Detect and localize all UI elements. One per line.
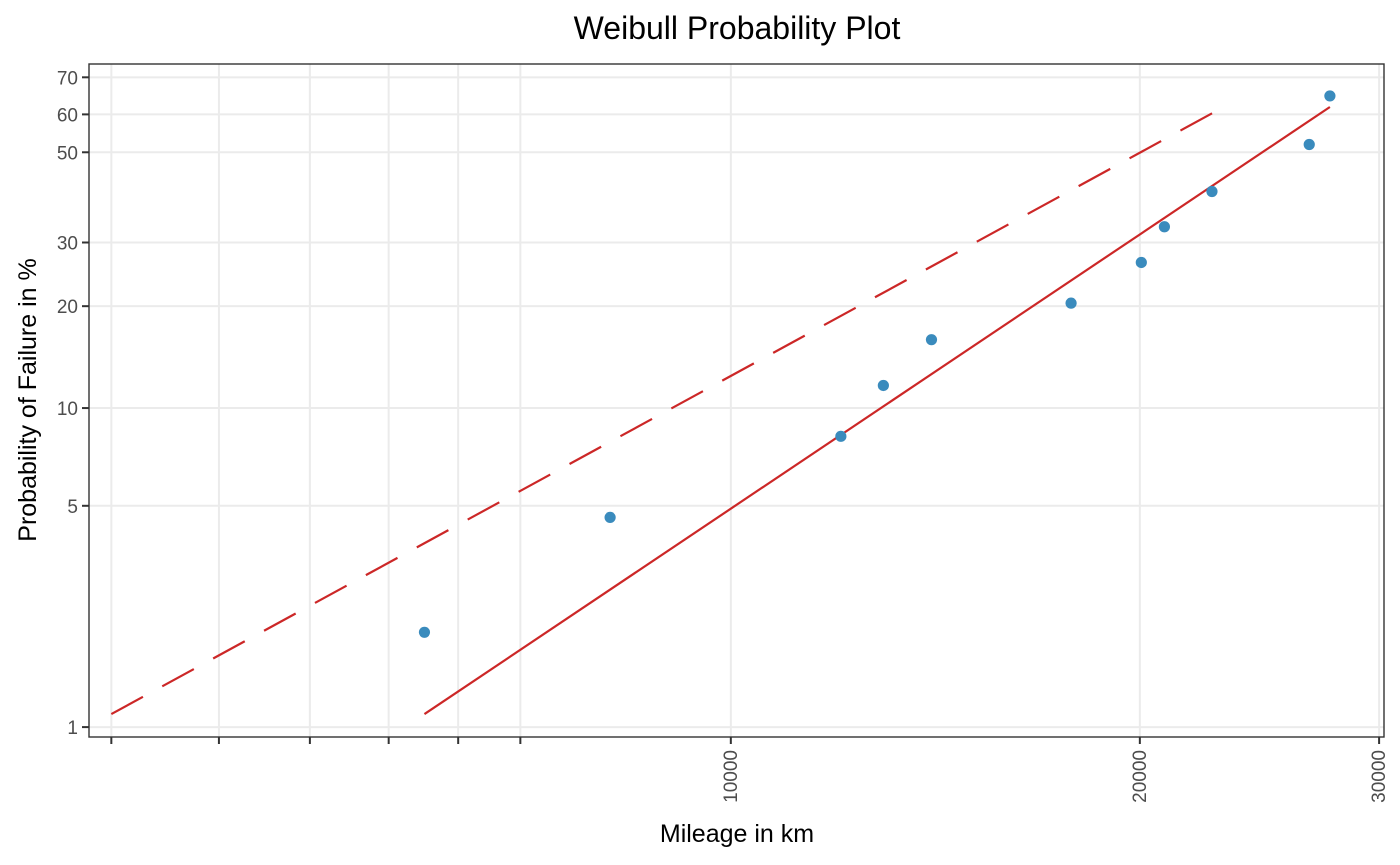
data-point [835,430,847,442]
x-axis: 10000 20000 30000 [110,737,1390,803]
data-point [925,334,938,346]
data-point [1206,185,1218,198]
data-point [1158,221,1171,233]
x-tick-label: 30000 [1369,750,1390,803]
data-point [1065,297,1077,309]
y-tick-label: 10 [57,399,78,420]
y-tick-label: 30 [57,233,78,254]
fit-line [423,106,1331,716]
y-tick-label: 5 [67,497,78,518]
x-tick-label: 10000 [721,750,742,803]
y-axis-title: Probability of Failure in % [14,258,42,541]
x-axis-title: Mileage in km [660,820,814,848]
data-point [604,511,616,523]
data-point [1324,90,1336,102]
confidence-line [110,106,1225,716]
data-point [877,379,889,392]
chart-title: Weibull Probability Plot [574,10,901,46]
y-tick-label: 70 [57,68,78,89]
y-tick-label: 50 [57,143,78,164]
plot-panel [88,63,1385,738]
data-point [418,626,431,638]
x-tick-label: 20000 [1130,750,1151,803]
grid [89,64,1384,737]
data-point [1135,256,1147,269]
y-axis: 1 5 10 20 30 50 60 70 [57,68,89,739]
y-tick-label: 1 [67,718,78,739]
y-tick-label: 20 [57,297,78,318]
data-points [418,90,1336,638]
data-point [1303,138,1315,151]
fit-lines [110,106,1331,716]
y-tick-label: 60 [57,105,78,126]
